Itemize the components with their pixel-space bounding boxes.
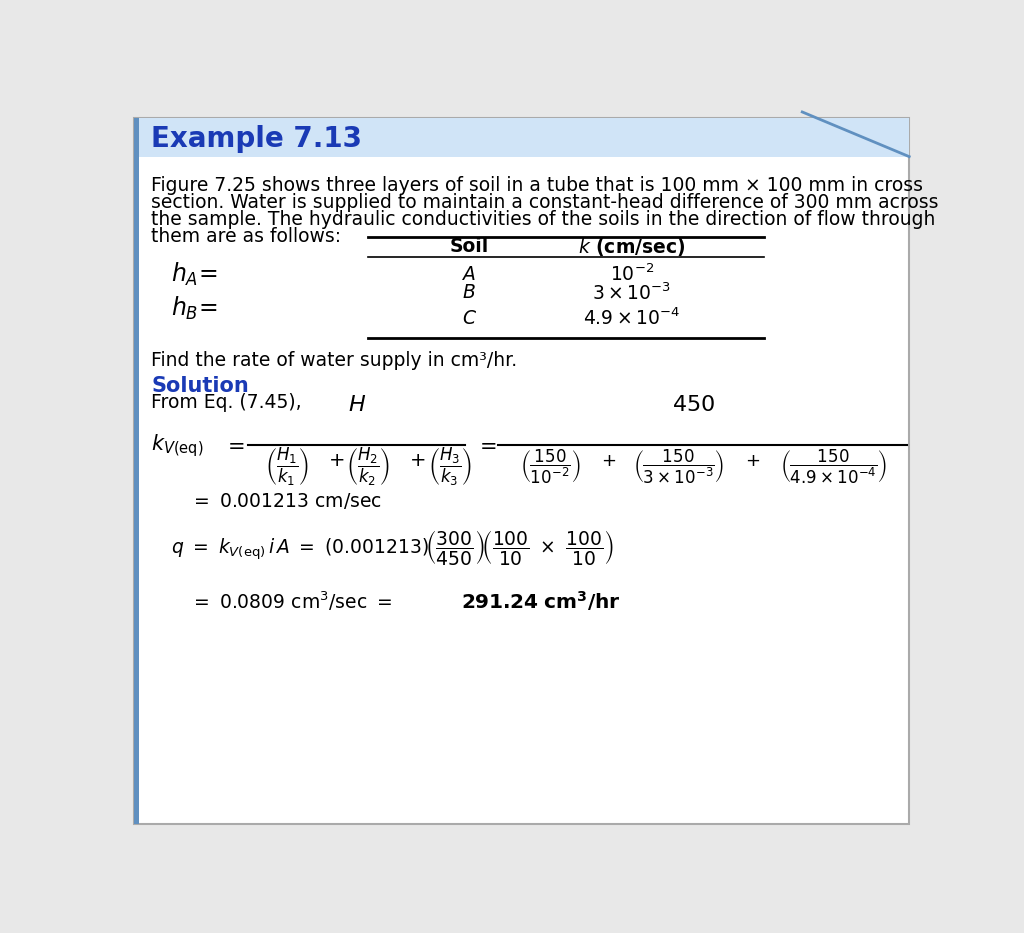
- Text: $3 \times 10^{-3}$: $3 \times 10^{-3}$: [592, 282, 672, 303]
- Text: $+$: $+$: [601, 452, 616, 470]
- Text: C: C: [463, 309, 475, 327]
- Text: $\left(\dfrac{H_2}{k_2}\right)$: $\left(\dfrac{H_2}{k_2}\right)$: [346, 446, 390, 488]
- Text: $=\ 0.0809\ \mathrm{cm^3/sec}\ =\ $: $=\ 0.0809\ \mathrm{cm^3/sec}\ =\ $: [190, 589, 392, 613]
- Text: $\left(\dfrac{H_3}{k_3}\right)$: $\left(\dfrac{H_3}{k_3}\right)$: [428, 446, 472, 488]
- Text: $k_{V(\mathrm{eq})}$: $k_{V(\mathrm{eq})}$: [152, 432, 204, 459]
- Text: $10^{-2}$: $10^{-2}$: [609, 264, 654, 285]
- Text: $+$: $+$: [328, 452, 344, 470]
- Text: $=$: $=$: [475, 436, 497, 455]
- Text: them are as follows:: them are as follows:: [152, 227, 341, 245]
- Text: Find the rate of water supply in cm³/hr.: Find the rate of water supply in cm³/hr.: [152, 352, 517, 370]
- Text: $h_A\!=\!$: $h_A\!=\!$: [171, 261, 218, 288]
- Text: $450$: $450$: [672, 396, 716, 415]
- Bar: [134, 118, 909, 157]
- Text: From Eq. (7.45),: From Eq. (7.45),: [152, 393, 302, 412]
- Text: $H$: $H$: [347, 396, 366, 415]
- Text: $+$: $+$: [745, 452, 760, 470]
- Text: Soil: Soil: [450, 237, 488, 257]
- Text: $q\ =\ k_{V(\mathrm{eq})}\,i\,A\ =\ (0.001213)\!\left(\dfrac{300}{450}\right)\!\: $q\ =\ k_{V(\mathrm{eq})}\,i\,A\ =\ (0.0…: [171, 527, 613, 566]
- Text: $h_B\!=\!$: $h_B\!=\!$: [171, 295, 218, 322]
- Text: B: B: [463, 284, 475, 302]
- Text: Example 7.13: Example 7.13: [152, 125, 362, 153]
- Text: $\left(\dfrac{150}{4.9\times10^{-4}}\right)$: $\left(\dfrac{150}{4.9\times10^{-4}}\rig…: [779, 448, 887, 486]
- Text: the sample. The hydraulic conductivities of the soils in the direction of flow t: the sample. The hydraulic conductivities…: [152, 210, 936, 229]
- Text: $\left(\dfrac{150}{3\times10^{-3}}\right)$: $\left(\dfrac{150}{3\times10^{-3}}\right…: [633, 448, 724, 486]
- Text: A: A: [463, 265, 475, 284]
- Text: $k$ (cm/sec): $k$ (cm/sec): [578, 236, 685, 258]
- Text: Figure 7.25 shows three layers of soil in a tube that is 100 mm × 100 mm in cros: Figure 7.25 shows three layers of soil i…: [152, 175, 924, 195]
- Text: $4.9 \times 10^{-4}$: $4.9 \times 10^{-4}$: [583, 308, 681, 329]
- Text: $+$: $+$: [409, 452, 425, 470]
- Text: $\left(\dfrac{150}{10^{-2}}\right)$: $\left(\dfrac{150}{10^{-2}}\right)$: [520, 448, 581, 486]
- Bar: [134, 118, 139, 824]
- Text: Solution: Solution: [152, 376, 249, 397]
- Text: $=$: $=$: [222, 436, 244, 455]
- Text: $\left(\dfrac{H_1}{k_1}\right)$: $\left(\dfrac{H_1}{k_1}\right)$: [265, 446, 309, 488]
- Text: $=\ 0.001213\ \mathrm{cm/sec}$: $=\ 0.001213\ \mathrm{cm/sec}$: [190, 491, 382, 510]
- Text: $\mathbf{291.24\ cm^3/hr}$: $\mathbf{291.24\ cm^3/hr}$: [461, 589, 622, 613]
- Text: section. Water is supplied to maintain a constant-head difference of 300 mm acro: section. Water is supplied to maintain a…: [152, 193, 939, 212]
